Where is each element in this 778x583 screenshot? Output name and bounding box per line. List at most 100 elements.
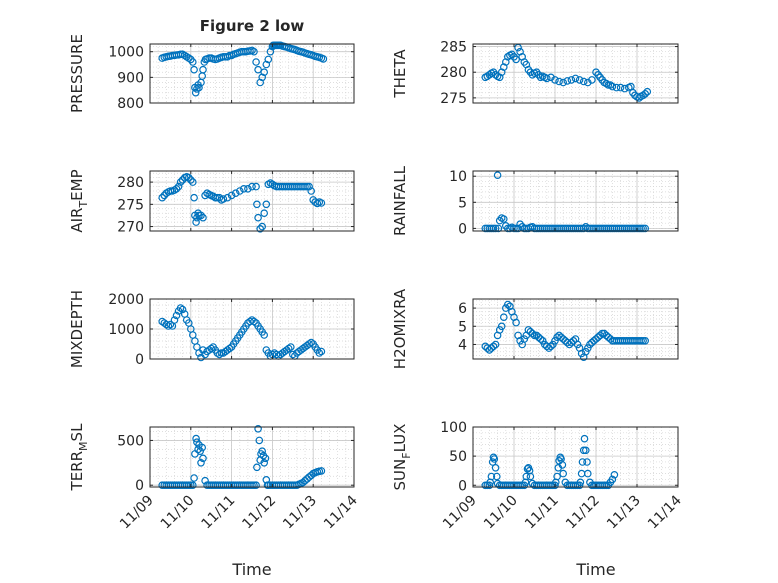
data-point: [579, 77, 588, 86]
data-point: [558, 461, 567, 469]
x-tick-label: 11/12: [563, 493, 603, 533]
data-point: [610, 470, 619, 479]
data-point: [172, 311, 181, 320]
data-point: [198, 72, 207, 80]
data-point: [158, 193, 167, 202]
x-tick-label: 11/12: [239, 493, 279, 533]
y-axis-label: SUNFLUX: [391, 424, 413, 491]
x-axis-label-left: Time: [231, 560, 271, 579]
y-tick-label: 275: [440, 91, 467, 107]
data-point: [641, 90, 650, 98]
data-point: [223, 193, 232, 202]
x-tick-label: 11/10: [481, 493, 521, 533]
x-tick-label: 11/13: [280, 493, 320, 533]
data-point: [606, 81, 615, 89]
data-point: [512, 55, 520, 64]
data-point: [164, 322, 173, 330]
data-point: [185, 173, 193, 182]
data-point: [172, 185, 181, 193]
data-point: [307, 187, 316, 195]
y-axis-label: THETA: [391, 49, 409, 99]
x-tick-label: 11/09: [440, 493, 480, 533]
x-tick-label: 11/13: [604, 493, 644, 533]
data-point: [491, 224, 500, 233]
data-point: [199, 454, 207, 463]
y-axis-label-main: MIXDEPTH: [68, 290, 86, 368]
y-axis-label: RAINFALL: [391, 165, 409, 236]
data-point: [588, 76, 596, 84]
data-point: [510, 224, 518, 233]
data-point: [608, 475, 617, 484]
data-point: [526, 327, 535, 336]
y-tick-label: 0: [135, 352, 144, 368]
data-point: [254, 213, 262, 222]
data-point: [189, 178, 197, 186]
y-tick-label: 1000: [108, 322, 144, 338]
subplot-2: 275 280 285 THETA: [391, 40, 679, 107]
data-point: [616, 83, 625, 92]
y-axis-label: AIRTEMP: [68, 169, 90, 232]
subplot-7: 0 500 11/09 11/10 11/11 11/12 11/13 11/14 TERRMS…: [68, 423, 361, 532]
subplot-4: 0 5 10 RAINFALL: [391, 165, 679, 237]
x-tick-label: 11/11: [199, 493, 239, 533]
data-point: [197, 211, 205, 220]
subplot-6: 4 5 6 H2OMIXRA: [391, 288, 679, 369]
data-point: [551, 481, 559, 490]
data-point: [571, 74, 580, 83]
data-point: [260, 68, 269, 77]
y-axis-label-subscript: T: [77, 201, 90, 209]
data-point: [176, 304, 185, 312]
data-point: [526, 472, 535, 481]
data-point: [254, 424, 262, 433]
data-point: [578, 458, 587, 466]
data-point: [198, 443, 207, 452]
data-point: [231, 189, 240, 198]
y-axis-label: H2OMIXRA: [391, 288, 409, 369]
data-point: [250, 47, 258, 56]
data-point: [499, 215, 508, 223]
y-tick-label: 800: [117, 96, 144, 112]
data-point: [255, 436, 264, 445]
data-point: [240, 185, 248, 193]
data-point: [190, 193, 198, 202]
x-tick-label: 11/14: [321, 492, 361, 532]
data-point: [260, 209, 269, 218]
data-point: [201, 476, 209, 485]
y-axis-label-rest: SL: [68, 423, 86, 442]
data-point: [641, 224, 650, 233]
y-tick-label: 900: [117, 70, 144, 86]
data-point: [191, 88, 200, 97]
subplot-3: 270 275 280 AIRTEMP: [68, 169, 355, 236]
data-point: [503, 300, 512, 309]
x-axis-label-right: Time: [575, 560, 615, 579]
data-point: [512, 318, 520, 327]
data-point: [639, 224, 647, 233]
y-tick-label: 500: [117, 433, 144, 449]
data-point: [215, 193, 224, 202]
data-point: [523, 465, 532, 473]
y-tick-label: 280: [117, 175, 144, 191]
data-point: [187, 176, 195, 184]
data-point: [555, 77, 563, 86]
subplot-8: 0 50 100 11/09 11/10 11/11 11/12 11/13 11/14 SUNF…: [391, 420, 685, 532]
data-point: [530, 331, 539, 340]
y-tick-label: 270: [117, 220, 144, 236]
data-point: [491, 340, 500, 349]
y-axis-label-main: SUN: [391, 459, 409, 491]
y-tick-label: 10: [449, 169, 467, 185]
data-point: [317, 467, 326, 475]
y-tick-label: 285: [440, 40, 467, 56]
data-point: [497, 322, 506, 331]
y-axis-label-main: RAINFALL: [391, 165, 409, 236]
data-point: [604, 81, 613, 89]
data-point: [491, 463, 500, 472]
y-tick-label: 0: [135, 478, 144, 494]
data-point: [244, 185, 252, 193]
axes-box: [472, 43, 679, 104]
data-point: [254, 65, 262, 74]
data-point: [178, 305, 187, 314]
data-point: [569, 336, 578, 345]
y-axis-label: TERRMSL: [68, 423, 90, 492]
data-point: [176, 178, 185, 186]
